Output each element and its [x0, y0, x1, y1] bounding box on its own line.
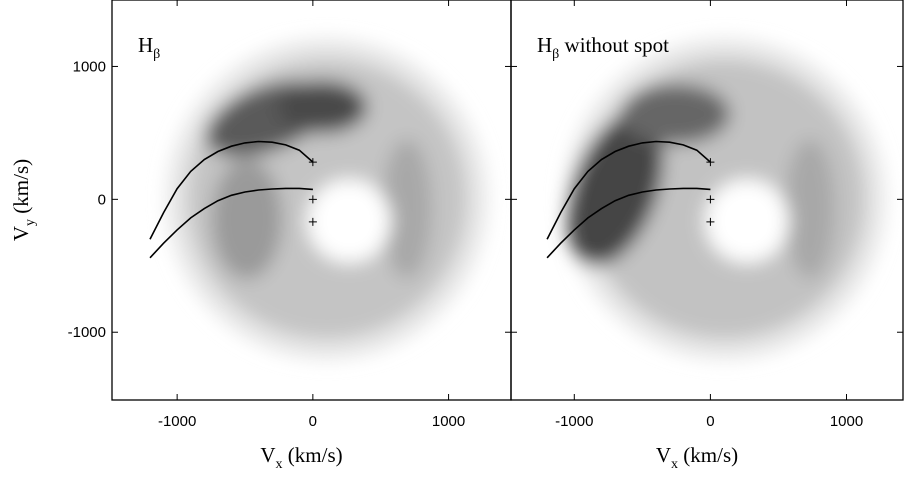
cross-marker — [706, 158, 715, 167]
x-axis-label-part: x — [671, 457, 678, 472]
x-axis-label-part: (km/s) — [678, 443, 738, 467]
panel-title: Hβ without spot — [537, 33, 669, 62]
stream-curve — [149, 140, 314, 240]
x-axis-label-part: V — [260, 443, 275, 467]
tomogram — [565, 39, 885, 359]
x-tick-label: 0 — [309, 413, 317, 430]
panel-title-part: H — [138, 33, 153, 57]
x-tick-label: 1000 — [830, 413, 863, 430]
panel-title-part: β — [552, 47, 559, 62]
stream-curve — [546, 187, 711, 259]
cross-marker — [706, 195, 715, 204]
y-axis-label-part: y — [23, 219, 38, 226]
x-tick-label: 1000 — [432, 413, 465, 430]
stream-curve — [149, 187, 313, 259]
cross-marker — [308, 217, 317, 226]
y-tick-label: -1000 — [68, 324, 106, 341]
x-axis-label: Vx (km/s) — [260, 443, 342, 472]
panel-title-part: H — [537, 33, 552, 57]
x-tick-label: -1000 — [555, 413, 593, 430]
x-axis-label-part: x — [276, 457, 283, 472]
cross-marker — [706, 217, 715, 226]
panel-title-part: without spot — [559, 33, 669, 57]
x-axis-label-part: (km/s) — [283, 443, 343, 467]
x-tick-label: 0 — [706, 413, 714, 430]
panel-title: Hβ — [138, 33, 160, 62]
panel-title-part: β — [153, 47, 160, 62]
y-axis-label-part: (km/s) — [9, 159, 33, 219]
y-axis-label: Vy (km/s) — [9, 159, 38, 241]
y-tick-label: 1000 — [73, 58, 106, 75]
y-tick-label: 0 — [98, 191, 106, 208]
stream-curve — [546, 140, 711, 240]
tomogram — [167, 39, 487, 359]
x-tick-label: -1000 — [158, 413, 196, 430]
x-axis-label-part: V — [656, 443, 671, 467]
y-axis-label-part: V — [9, 226, 33, 241]
cross-marker — [308, 158, 317, 167]
plot-frame — [510, 0, 904, 401]
cross-marker — [308, 195, 317, 204]
x-axis-label: Vx (km/s) — [656, 443, 738, 472]
